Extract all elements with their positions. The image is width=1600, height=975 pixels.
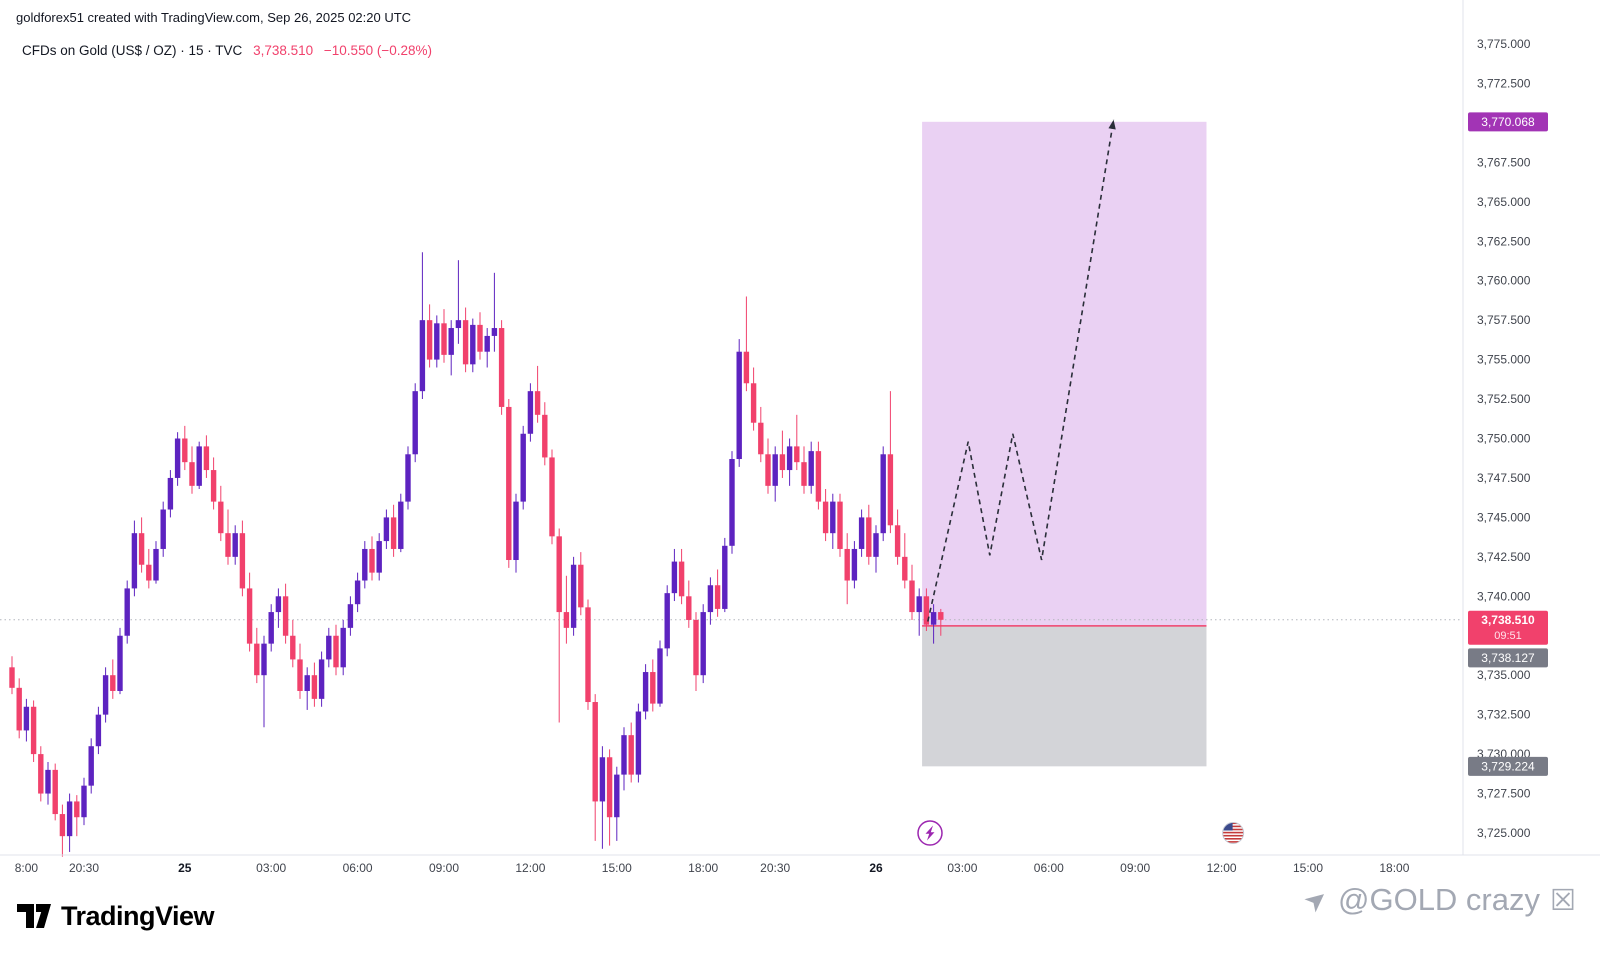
time-tick-label: 20:30 xyxy=(69,861,99,875)
long-target-zone[interactable] xyxy=(922,121,1207,626)
price-tick-label: 3,740.000 xyxy=(1477,589,1531,603)
time-tick-label: 12:00 xyxy=(1207,861,1237,875)
bottom-bar: TradingView ➤ @GOLD crazy ☒ xyxy=(0,880,1600,975)
chart-legend[interactable]: CFDs on Gold (US$ / OZ) · 15 · TVC 3,738… xyxy=(22,43,432,58)
current-price-badge: 3,738.510 09:51 xyxy=(1468,610,1548,645)
price-tick-label: 3,735.000 xyxy=(1477,668,1531,682)
us-flag-icon[interactable] xyxy=(1222,822,1245,844)
svg-text:3,738.510: 3,738.510 xyxy=(1481,613,1535,627)
entry-price-badge: 3,738.127 xyxy=(1468,648,1548,668)
price-tick-label: 3,757.500 xyxy=(1477,313,1531,327)
projection-path[interactable] xyxy=(927,119,1115,622)
time-tick-label: 20:30 xyxy=(760,861,790,875)
price-tick-label: 3,725.000 xyxy=(1477,826,1531,840)
time-tick-label: 06:00 xyxy=(343,861,373,875)
target-price-badge: 3,770.068 xyxy=(1468,112,1548,132)
time-tick-label: 09:00 xyxy=(1120,861,1150,875)
symbol-title[interactable]: CFDs on Gold (US$ / OZ) · 15 · TVC xyxy=(22,43,243,58)
projection-arrowhead xyxy=(1108,119,1116,130)
legend-change: −10.550 (−0.28%) xyxy=(323,43,432,58)
price-tick-label: 3,765.000 xyxy=(1477,195,1531,209)
legend-last-price: 3,738.510 xyxy=(253,43,314,58)
time-tick-label: 25 xyxy=(178,861,192,875)
price-tick-label: 3,760.000 xyxy=(1477,274,1531,288)
price-tick-label: 3,732.500 xyxy=(1477,708,1531,722)
stop-loss-zone[interactable] xyxy=(922,625,1207,767)
tradingview-logo[interactable]: TradingView xyxy=(16,900,215,932)
time-tick-label: 09:00 xyxy=(429,861,459,875)
price-tick-label: 3,775.000 xyxy=(1477,37,1531,51)
time-tick-label: 15:00 xyxy=(1293,861,1323,875)
time-axis[interactable]: 8:00 20:30 25 03:00 06:00 09:00 12:00 15:00 18:0… xyxy=(15,861,1410,875)
channel-watermark-text: @GOLD crazy xyxy=(1338,882,1540,917)
price-tick-label: 3,750.000 xyxy=(1477,432,1531,446)
paper-plane-icon: ➤ xyxy=(1298,880,1335,919)
economic-event-lightning-icon[interactable] xyxy=(917,820,943,846)
svg-text:3,770.068: 3,770.068 xyxy=(1481,115,1535,129)
channel-watermark: ➤ @GOLD crazy ☒ xyxy=(1298,881,1576,919)
stop-price-badge: 3,729.224 xyxy=(1468,756,1548,776)
time-tick-label: 8:00 xyxy=(15,861,39,875)
tradingview-logo-icon xyxy=(17,904,51,928)
time-tick-label: 26 xyxy=(869,861,883,875)
price-tick-label: 3,767.500 xyxy=(1477,155,1531,169)
candlestick-chart[interactable]: 3,775.000 3,772.500 3,767.500 3,765.000 3,76… xyxy=(0,0,1600,880)
time-tick-label: 03:00 xyxy=(256,861,286,875)
time-tick-label: 18:00 xyxy=(1379,861,1409,875)
time-tick-label: 03:00 xyxy=(947,861,977,875)
price-tick-label: 3,727.500 xyxy=(1477,787,1531,801)
price-tick-label: 3,742.500 xyxy=(1477,550,1531,564)
creation-watermark: goldforex51 created with TradingView.com… xyxy=(16,10,412,25)
svg-text:3,729.224: 3,729.224 xyxy=(1481,759,1535,773)
candles-layer[interactable] xyxy=(9,252,944,857)
time-tick-label: 12:00 xyxy=(515,861,545,875)
price-tick-label: 3,755.000 xyxy=(1477,353,1531,367)
price-tick-label: 3,745.000 xyxy=(1477,510,1531,524)
price-tick-label: 3,752.500 xyxy=(1477,392,1531,406)
bar-countdown: 09:51 xyxy=(1494,630,1522,642)
price-tick-label: 3,772.500 xyxy=(1477,76,1531,90)
time-tick-label: 15:00 xyxy=(602,861,632,875)
time-tick-label: 06:00 xyxy=(1034,861,1064,875)
tradingview-logo-text: TradingView xyxy=(61,900,215,931)
price-axis[interactable]: 3,775.000 3,772.500 3,767.500 3,765.000 3,76… xyxy=(1477,37,1531,840)
price-tick-label: 3,762.500 xyxy=(1477,234,1531,248)
svg-text:3,738.127: 3,738.127 xyxy=(1481,651,1535,665)
boxed-x-icon: ☒ xyxy=(1550,884,1576,917)
time-tick-label: 18:00 xyxy=(688,861,718,875)
price-tick-label: 3,747.500 xyxy=(1477,471,1531,485)
